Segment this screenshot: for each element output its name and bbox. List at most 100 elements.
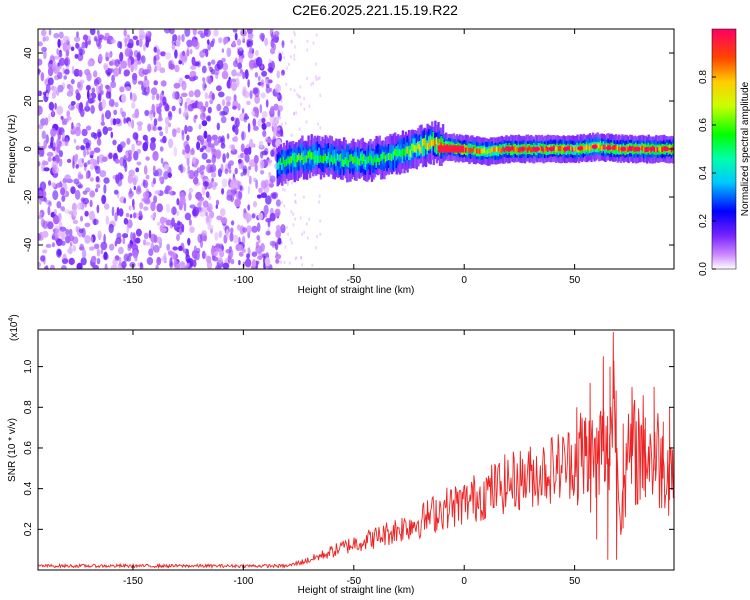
noise-cell [77,81,81,89]
ridge-peak [437,145,465,153]
noise-cell [215,199,220,206]
y-tick-label: 0.4 [23,481,34,495]
noise-cell [43,167,50,172]
noise-cell [281,200,283,205]
ridge-cell [494,146,497,152]
noise-cell [248,159,256,168]
noise-cell [89,199,93,208]
noise-cell [54,102,57,110]
ridge-cell [414,145,417,153]
noise-cell [156,48,161,56]
ridge-cell [341,159,344,167]
noise-cell [261,111,268,118]
colorbar-gradient [711,28,737,270]
noise-cell [316,234,318,239]
noise-cell [220,208,226,217]
noise-cell [89,29,96,36]
noise-cell [207,224,214,231]
noise-cell [312,41,315,45]
ridge-cell [426,143,429,151]
noise-cell [226,100,231,107]
noise-cell [56,144,61,153]
noise-cell [57,249,62,256]
noise-cell [43,140,48,149]
noise-cell [160,80,167,87]
ridge-cell [400,149,403,157]
noise-cell [191,56,196,66]
ridge-cell [553,145,556,151]
noise-cell [244,258,252,268]
ridge-cell [309,149,312,158]
noise-cell [220,116,227,124]
spectrogram-panel: -150 -100 -50 0 50 -40 -20 0 20 40 Height of str… [7,28,675,296]
noise-cell [143,69,151,74]
noise-cell [149,141,156,151]
noise-cell [66,110,70,118]
noise-cell [43,196,47,202]
ridge-cell [381,152,384,160]
noise-cell [189,127,193,132]
noise-cell [247,29,253,34]
noise-cell [75,126,81,137]
noise-cell [261,70,268,77]
noise-cell [147,123,152,132]
noise-cell [260,151,264,159]
noise-cell [201,120,208,127]
noise-cell [244,113,248,118]
noise-cell [247,247,251,253]
noise-cell [58,57,66,66]
ridge-cell [479,149,482,155]
noise-cell [108,68,115,73]
ridge-cell [319,155,323,163]
noise-cell [110,81,117,89]
noise-cell [72,245,77,252]
noise-cell [265,195,272,205]
noise-cell [163,164,169,171]
noise-cell [159,131,164,137]
noise-cell [80,215,83,222]
noise-cell [191,250,198,259]
noise-cell [154,190,161,195]
ridge-peak [605,145,612,151]
noise-cell [153,165,156,173]
noise-cell [90,164,94,171]
noise-cell [243,147,250,155]
noise-cell [89,177,94,182]
noise-cell [306,39,309,44]
noise-cell [295,111,298,115]
ridge-cell [435,140,439,155]
snr-panel: -150 -100 -50 0 50 0.2 0.4 0.6 0.8 1.0 Height of… [7,314,675,596]
ridge-cell [361,156,364,164]
noise-cell [201,65,207,74]
noise-cell [40,218,46,228]
noise-cell [189,226,195,234]
ridge-cell [392,151,395,159]
noise-cell [159,176,163,182]
noise-cell [78,174,84,180]
ridge-cell [556,146,559,152]
ridge-cell [423,138,426,146]
noise-cell [58,31,64,39]
ridge-cell [604,144,607,150]
ridge-cell [318,147,321,162]
ridge-cell [411,143,414,151]
noise-cell [226,47,232,58]
noise-cell [213,29,219,37]
noise-cell [170,189,173,196]
noise-cell [165,116,170,126]
noise-cell [156,256,162,266]
noise-cell [116,232,122,240]
noise-cell [137,124,143,131]
noise-cell [218,230,223,239]
noise-cell [188,218,192,226]
ridge-cell [438,138,442,146]
noise-cell [244,153,250,163]
noise-cell [251,225,258,233]
noise-cell [101,156,108,162]
noise-cell [93,147,101,153]
ridge-cell [356,157,360,165]
snr-scale-label: (x104) [8,314,20,341]
ridge-cell [618,146,621,152]
ridge-cell [370,156,374,164]
noise-cell [145,138,149,148]
